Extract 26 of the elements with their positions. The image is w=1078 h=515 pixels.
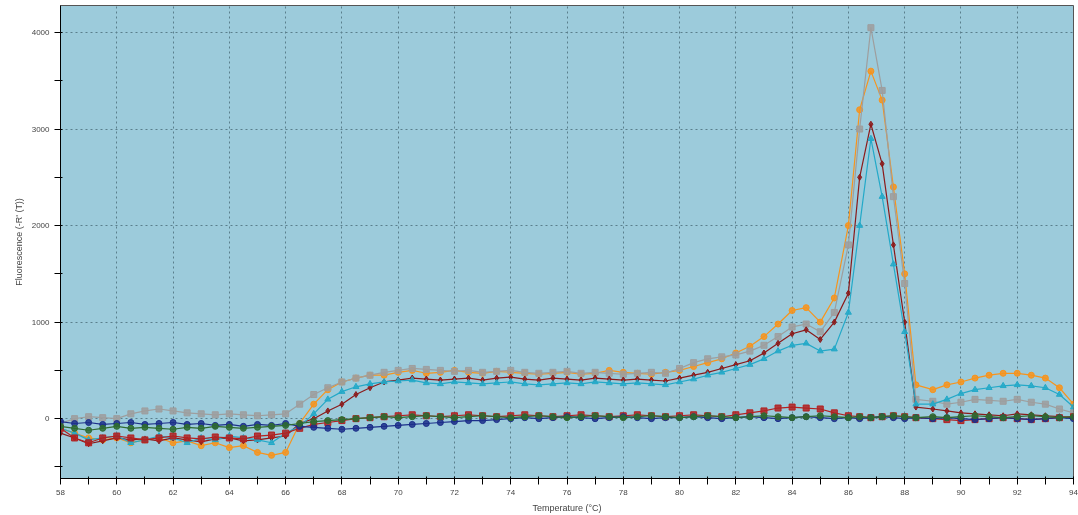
x-tick-label: 64 [224, 487, 235, 497]
x-tick-label: 72 [450, 487, 460, 497]
x-tick-label: 80 [675, 487, 685, 497]
y-tick-label: 1000 [31, 317, 51, 327]
x-tick-label: 58 [56, 487, 66, 497]
y-tick-label: 0 [45, 414, 51, 424]
x-tick-label: 78 [618, 487, 629, 497]
x-tick-label: 90 [956, 487, 966, 497]
y-tick-label: 2000 [31, 221, 51, 231]
x-tick-label: 74 [506, 487, 516, 497]
x-tick-label: 82 [731, 487, 741, 497]
x-tick-label: 84 [787, 487, 798, 497]
x-axis-title: Temperature (°C) [532, 502, 602, 513]
x-tick-label: 92 [1012, 487, 1023, 497]
x-tick-label: 66 [281, 487, 291, 497]
y-tick-label: 4000 [31, 28, 51, 38]
x-tick-label: 76 [562, 487, 572, 497]
x-tick-label: 94 [1069, 487, 1078, 497]
y-axis-title: Fluorescence (-R' (T)) [13, 198, 24, 286]
x-tick-label: 70 [393, 487, 404, 497]
x-tick-label: 62 [168, 487, 179, 497]
x-tick-label: 86 [843, 487, 854, 497]
y-tick-label: 3000 [31, 124, 51, 134]
x-tick-label: 60 [112, 487, 122, 497]
x-tick-label: 88 [900, 487, 910, 497]
x-tick-label: 68 [337, 487, 347, 497]
